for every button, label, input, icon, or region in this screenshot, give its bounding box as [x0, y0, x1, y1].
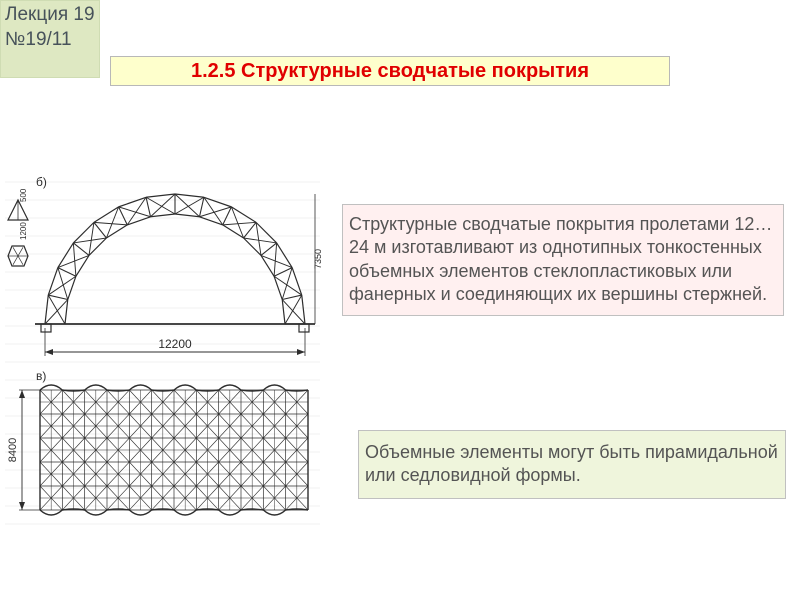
svg-text:1200: 1200 — [19, 222, 28, 240]
description-box-2: Объемные элементы могут быть пирамидальн… — [358, 430, 786, 499]
lecture-badge: Лекция 19 №19/11 — [0, 0, 100, 78]
description-box-1: Структурные сводчатые покрытия пролетами… — [342, 204, 784, 316]
svg-text:7350: 7350 — [313, 249, 323, 269]
svg-text:500: 500 — [19, 188, 28, 202]
diagram-area: б) 500 1200 7350 12200 в) 8400 — [0, 170, 320, 550]
svg-text:в): в) — [36, 369, 46, 383]
lecture-line-1: Лекция 19 — [5, 3, 95, 28]
lecture-line-2: №19/11 — [5, 28, 95, 53]
svg-text:б): б) — [36, 175, 47, 189]
svg-text:12200: 12200 — [158, 337, 192, 351]
svg-text:8400: 8400 — [7, 438, 19, 462]
structural-vault-diagram: б) 500 1200 7350 12200 в) 8400 — [0, 170, 330, 550]
section-title: 1.2.5 Структурные сводчатые покрытия — [110, 56, 670, 86]
